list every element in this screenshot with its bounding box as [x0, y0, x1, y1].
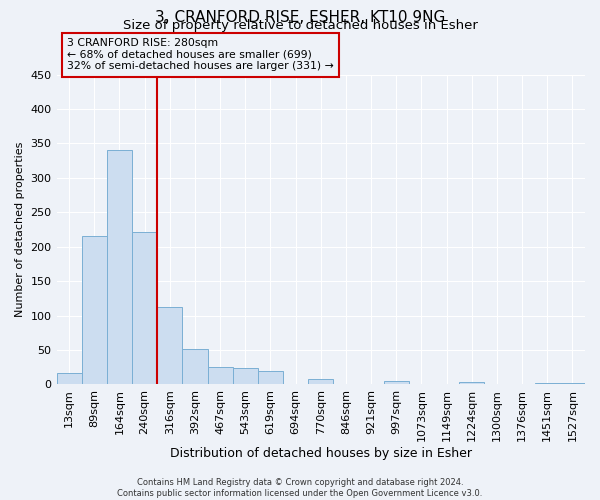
Text: 3 CRANFORD RISE: 280sqm
← 68% of detached houses are smaller (699)
32% of semi-d: 3 CRANFORD RISE: 280sqm ← 68% of detache… [67, 38, 334, 72]
Bar [258, 370, 283, 384]
Bar [459, 382, 484, 384]
Bar [182, 348, 208, 384]
Y-axis label: Number of detached properties: Number of detached properties [15, 142, 25, 317]
Text: Size of property relative to detached houses in Esher: Size of property relative to detached ho… [122, 19, 478, 32]
Bar [132, 232, 157, 384]
Text: 3, CRANFORD RISE, ESHER, KT10 9NG: 3, CRANFORD RISE, ESHER, KT10 9NG [155, 10, 445, 25]
Bar [383, 381, 409, 384]
Bar [208, 367, 233, 384]
X-axis label: Distribution of detached houses by size in Esher: Distribution of detached houses by size … [170, 447, 472, 460]
Bar [82, 236, 107, 384]
Text: Contains HM Land Registry data © Crown copyright and database right 2024.
Contai: Contains HM Land Registry data © Crown c… [118, 478, 482, 498]
Bar [233, 368, 258, 384]
Bar [560, 383, 585, 384]
Bar [107, 150, 132, 384]
Bar [157, 306, 182, 384]
Bar [56, 373, 82, 384]
Bar [308, 379, 334, 384]
Bar [535, 383, 560, 384]
